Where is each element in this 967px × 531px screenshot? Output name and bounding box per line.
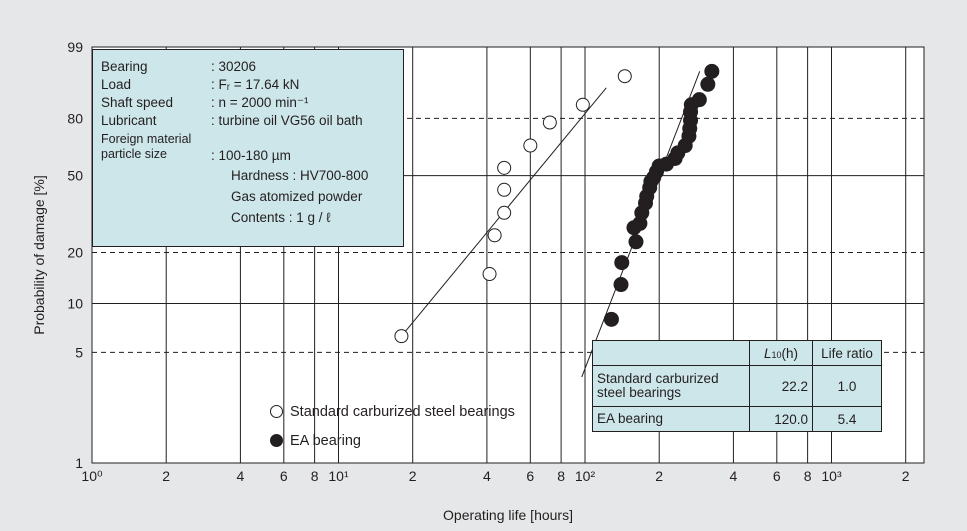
y-tick-label: 80 — [67, 110, 83, 126]
life-table-ratio-value: 5.4 — [812, 406, 882, 432]
x-tick-label: 10² — [575, 468, 596, 484]
legend-item-ea: EA bearing — [270, 426, 515, 455]
y-tick-label: 1 — [75, 455, 83, 471]
data-point-standard — [487, 228, 502, 243]
life-table-corner — [592, 340, 750, 366]
row-name-line1: Standard carburized — [597, 371, 719, 386]
test-conditions-box: Bearing : 30206 Load : Fᵣ = 17.64 kN Shaft… — [92, 49, 404, 247]
info-key: Load — [101, 77, 132, 92]
x-tick-label: 6 — [773, 468, 781, 484]
open-circle-icon — [270, 405, 283, 418]
life-table-header-ratio: Life ratio — [812, 340, 882, 366]
y-tick-label: 20 — [67, 245, 83, 261]
life-table-ratio-value: 1.0 — [812, 365, 882, 407]
life-table-row: Standard carburized steel bearings 22.2 1… — [592, 365, 882, 407]
x-tick-label: 4 — [483, 468, 491, 484]
l10-unit: (h) — [781, 345, 799, 361]
info-value: : n = 2000 min⁻¹ — [211, 95, 309, 110]
life-table-row-name: Standard carburized steel bearings — [592, 365, 750, 407]
data-point-ea — [628, 234, 644, 250]
info-value: : 100-180 µm — [211, 148, 291, 163]
l10-subscript: 10 — [771, 349, 782, 360]
data-point-standard — [617, 69, 632, 84]
info-value: : turbine oil VG56 oil bath — [211, 113, 363, 128]
info-key: Bearing — [101, 59, 148, 74]
x-tick-label: 10⁰ — [81, 468, 103, 484]
y-tick-label: 99 — [67, 39, 83, 55]
info-row-bearing: Bearing : 30206 — [101, 58, 403, 76]
x-tick-label: 6 — [280, 468, 288, 484]
x-tick-label: 8 — [557, 468, 565, 484]
info-value: : 30206 — [211, 59, 257, 74]
x-tick-label: 2 — [902, 468, 910, 484]
info-row-particle: Foreign material particle size : 100-180 … — [101, 132, 403, 165]
x-tick-label: 2 — [409, 468, 417, 484]
data-point-ea — [614, 255, 630, 271]
info-row-shaft-speed: Shaft speed : n = 2000 min⁻¹ — [101, 94, 403, 112]
x-tick-label: 6 — [526, 468, 534, 484]
data-point-standard — [575, 97, 590, 112]
y-tick-label: 10 — [67, 295, 83, 311]
x-tick-labels: 10⁰246810¹246810²246810³2468 — [81, 468, 910, 484]
life-table-row-name: EA bearing — [592, 406, 750, 432]
info-key: Lubricant — [101, 113, 157, 128]
x-tick-label: 8 — [311, 468, 319, 484]
info-key: Foreign material particle size — [101, 132, 211, 165]
legend-label: EA bearing — [290, 432, 361, 449]
x-tick-label: 2 — [655, 468, 663, 484]
legend-item-standard: Standard carburized steel bearings — [270, 397, 515, 426]
x-tick-label: 8 — [804, 468, 812, 484]
data-point-standard — [497, 205, 512, 220]
x-tick-label: 10³ — [821, 468, 842, 484]
life-table-row: EA bearing 120.0 5.4 — [592, 406, 882, 432]
life-table-l10-value: 120.0 — [749, 406, 813, 432]
info-extra-powder: Gas atomized powder — [231, 189, 363, 204]
data-point-standard — [482, 267, 497, 282]
row-name-line2: steel bearings — [597, 385, 682, 400]
life-table-header-l10: L10(h) — [749, 340, 813, 366]
x-tick-label: 2 — [162, 468, 170, 484]
y-tick-labels: 1 5 10 20 50 80 99 — [67, 39, 83, 471]
legend-label: Standard carburized steel bearings — [290, 403, 515, 420]
y-axis-title: Probability of damage [%] — [31, 175, 47, 335]
filled-circle-icon — [270, 434, 283, 447]
info-value: : Fᵣ = 17.64 kN — [211, 77, 300, 92]
y-tick-label: 50 — [67, 168, 83, 184]
data-point-ea — [704, 63, 720, 79]
x-tick-label: 10¹ — [328, 468, 349, 484]
info-key: Shaft speed — [101, 95, 174, 110]
data-point-ea — [700, 76, 716, 92]
data-point-standard — [497, 160, 512, 175]
data-points — [394, 63, 720, 391]
x-tick-label: 4 — [730, 468, 738, 484]
data-point-ea — [691, 92, 707, 108]
info-key-line1: Foreign material — [101, 132, 192, 146]
data-point-standard — [523, 138, 538, 153]
info-row-load: Load : Fᵣ = 17.64 kN — [101, 76, 403, 94]
data-point-standard — [542, 115, 557, 130]
life-table-l10-value: 22.2 — [749, 365, 813, 407]
legend: Standard carburized steel bearings EA be… — [270, 397, 515, 455]
info-extra-contents: Contents : 1 g / ℓ — [231, 210, 331, 225]
x-tick-label: 4 — [237, 468, 245, 484]
data-point-ea — [613, 277, 629, 293]
data-point-ea — [603, 311, 619, 327]
l10-symbol: L — [763, 345, 772, 361]
life-table: L10(h) Life ratio Standard carburized ste… — [592, 340, 882, 432]
data-point-standard — [497, 182, 512, 197]
x-axis-title: Operating life [hours] — [443, 507, 573, 523]
info-key-line2: particle size — [101, 147, 167, 161]
info-extra-hardness: Hardness : HV700-800 — [231, 168, 369, 183]
life-table-header: L10(h) Life ratio — [592, 340, 882, 366]
y-tick-label: 5 — [75, 344, 83, 360]
data-point-standard — [394, 329, 409, 344]
info-row-lubricant: Lubricant : turbine oil VG56 oil bath — [101, 112, 403, 130]
